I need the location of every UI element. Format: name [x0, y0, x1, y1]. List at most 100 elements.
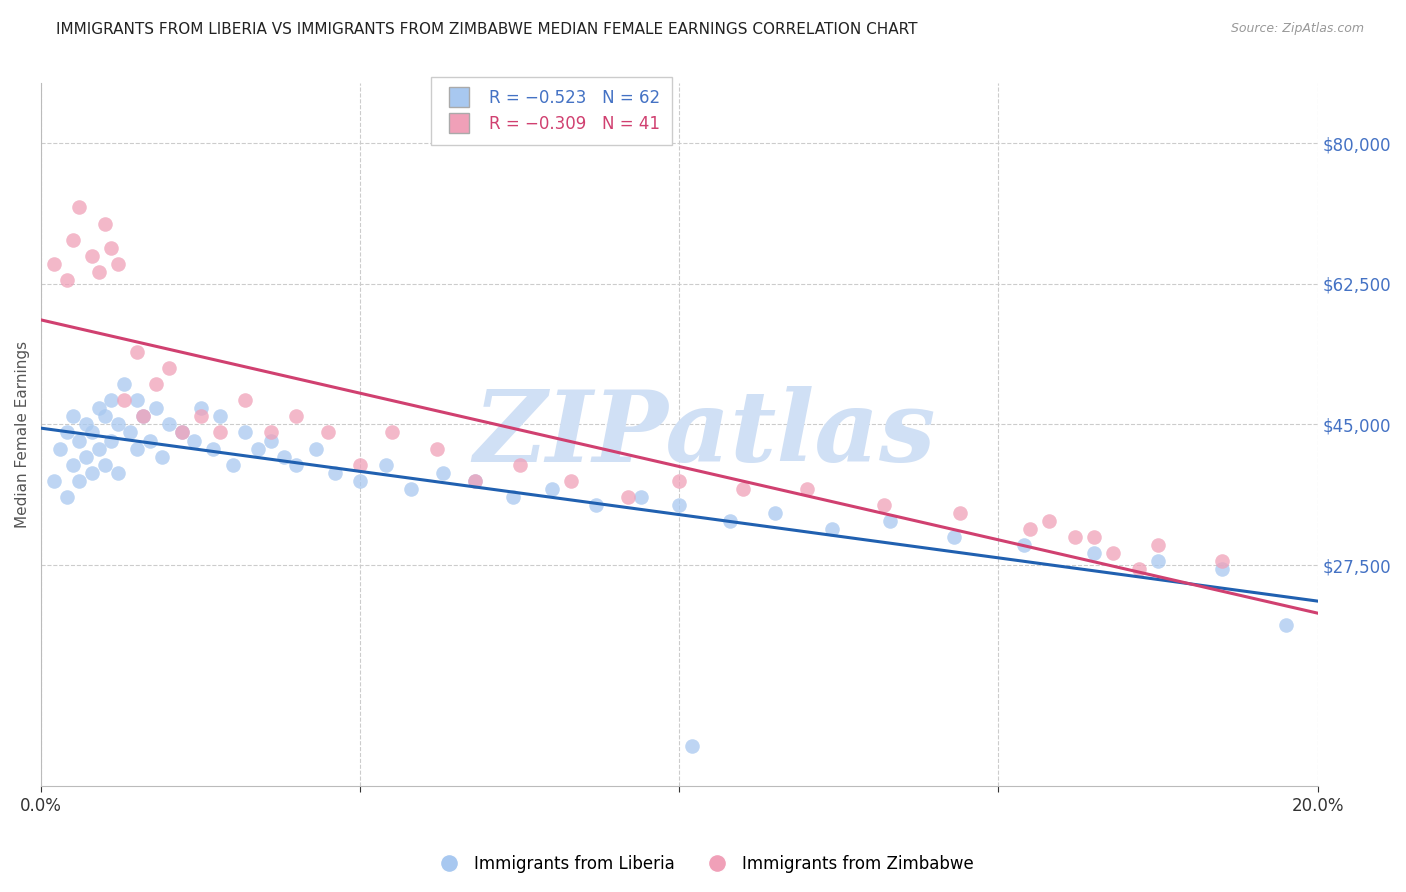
- Point: [62, 233, 84, 247]
- Point: [94, 409, 117, 424]
- Point: [150, 450, 173, 464]
- Legend: R = −0.523   N = 62, R = −0.309   N = 41: R = −0.523 N = 62, R = −0.309 N = 41: [432, 77, 672, 145]
- Point: [55, 425, 77, 440]
- Point: [208, 425, 231, 440]
- Point: [94, 458, 117, 472]
- Point: [318, 425, 340, 440]
- Point: [120, 425, 142, 440]
- Point: [285, 458, 308, 472]
- Point: [1147, 538, 1170, 552]
- Point: [170, 425, 193, 440]
- Point: [464, 474, 486, 488]
- Point: [100, 393, 122, 408]
- Point: [233, 393, 256, 408]
- Point: [796, 482, 818, 496]
- Point: [432, 466, 454, 480]
- Point: [733, 482, 755, 496]
- Point: [233, 425, 256, 440]
- Point: [100, 434, 122, 448]
- Point: [273, 450, 295, 464]
- Point: [67, 201, 90, 215]
- Point: [42, 257, 65, 271]
- Point: [208, 409, 231, 424]
- Point: [560, 474, 582, 488]
- Text: ZIPatlas: ZIPatlas: [474, 386, 936, 483]
- Point: [157, 361, 180, 376]
- Point: [681, 739, 703, 753]
- Point: [49, 442, 72, 456]
- Point: [821, 522, 844, 536]
- Point: [942, 530, 965, 544]
- Point: [718, 514, 741, 528]
- Point: [374, 458, 396, 472]
- Point: [107, 417, 129, 432]
- Point: [1211, 562, 1233, 576]
- Point: [260, 434, 283, 448]
- Point: [630, 490, 652, 504]
- Point: [190, 401, 212, 416]
- Text: Source: ZipAtlas.com: Source: ZipAtlas.com: [1230, 22, 1364, 36]
- Point: [100, 241, 122, 255]
- Point: [82, 249, 104, 263]
- Point: [82, 466, 104, 480]
- Point: [107, 257, 129, 271]
- Point: [170, 425, 193, 440]
- Point: [183, 434, 205, 448]
- Point: [260, 425, 283, 440]
- Point: [617, 490, 640, 504]
- Point: [132, 409, 155, 424]
- Point: [157, 417, 180, 432]
- Point: [585, 498, 607, 512]
- Point: [464, 474, 486, 488]
- Point: [112, 377, 135, 392]
- Point: [67, 474, 90, 488]
- Point: [112, 393, 135, 408]
- Point: [87, 265, 110, 279]
- Point: [55, 490, 77, 504]
- Point: [285, 409, 308, 424]
- Point: [323, 466, 346, 480]
- Y-axis label: Median Female Earnings: Median Female Earnings: [15, 341, 30, 528]
- Point: [82, 425, 104, 440]
- Point: [125, 393, 148, 408]
- Point: [349, 474, 371, 488]
- Point: [94, 217, 117, 231]
- Point: [67, 434, 90, 448]
- Point: [1019, 522, 1042, 536]
- Point: [949, 506, 972, 520]
- Point: [381, 425, 404, 440]
- Point: [75, 450, 97, 464]
- Point: [763, 506, 786, 520]
- Point: [401, 482, 423, 496]
- Point: [55, 273, 77, 287]
- Point: [145, 377, 167, 392]
- Point: [62, 409, 84, 424]
- Point: [221, 458, 243, 472]
- Point: [1083, 546, 1105, 560]
- Point: [202, 442, 225, 456]
- Point: [872, 498, 894, 512]
- Point: [426, 442, 449, 456]
- Point: [1064, 530, 1087, 544]
- Point: [145, 401, 167, 416]
- Point: [107, 466, 129, 480]
- Point: [1102, 546, 1125, 560]
- Point: [1211, 554, 1233, 568]
- Point: [1147, 554, 1170, 568]
- Point: [75, 417, 97, 432]
- Point: [540, 482, 562, 496]
- Point: [87, 442, 110, 456]
- Point: [349, 458, 371, 472]
- Point: [87, 401, 110, 416]
- Point: [125, 442, 148, 456]
- Point: [42, 474, 65, 488]
- Point: [247, 442, 270, 456]
- Point: [62, 458, 84, 472]
- Point: [138, 434, 160, 448]
- Point: [1038, 514, 1060, 528]
- Point: [190, 409, 212, 424]
- Point: [132, 409, 155, 424]
- Point: [1128, 562, 1150, 576]
- Point: [1083, 530, 1105, 544]
- Point: [1274, 618, 1296, 632]
